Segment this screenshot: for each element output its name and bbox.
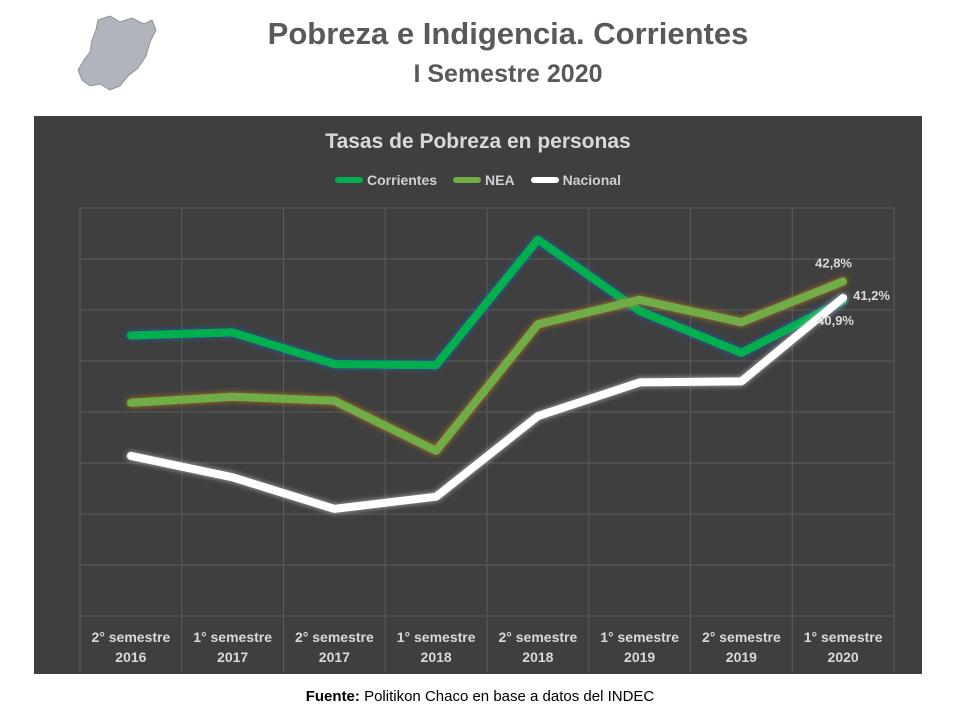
corrientes-map-icon bbox=[77, 15, 157, 91]
legend-label-nea: NEA bbox=[485, 172, 515, 188]
legend-label-nacional: Nacional bbox=[562, 172, 621, 188]
series-line-nacional bbox=[126, 293, 848, 513]
x-tick-label: 2° semestre bbox=[295, 629, 374, 645]
legend-item-nea: NEA bbox=[453, 172, 515, 188]
data-point-nacional bbox=[232, 476, 234, 478]
data-point-corrientes bbox=[740, 352, 742, 354]
data-point-nea bbox=[333, 400, 335, 402]
x-tick-label: 1° semestre bbox=[397, 629, 476, 645]
data-point-nacional bbox=[537, 415, 539, 417]
data-point-nea bbox=[537, 323, 539, 325]
x-tick-label: 2° semestre bbox=[498, 629, 577, 645]
data-point-nea bbox=[130, 402, 132, 404]
x-tick-label: 2017 bbox=[217, 649, 248, 665]
x-tick-label: 1° semestre bbox=[600, 629, 679, 645]
x-tick-label: 2018 bbox=[421, 649, 452, 665]
x-tick-label: 2016 bbox=[115, 649, 146, 665]
legend-item-nacional: Nacional bbox=[530, 172, 621, 188]
source-note: Fuente: Politikon Chaco en base a datos … bbox=[0, 688, 960, 705]
x-tick-label: 1° semestre bbox=[193, 629, 272, 645]
data-point-nea bbox=[435, 450, 437, 452]
data-point-nea bbox=[740, 321, 742, 323]
x-tick-label: 2017 bbox=[319, 649, 350, 665]
data-point-nea bbox=[232, 396, 234, 398]
chart-title: Tasas de Pobreza en personas bbox=[325, 130, 631, 153]
data-label-nea: 42,8% bbox=[815, 255, 852, 270]
page-title: Pobreza e Indigencia. Corrientes bbox=[267, 16, 749, 51]
legend-swatch-nea bbox=[453, 177, 482, 183]
page-subtitle: I Semestre 2020 bbox=[413, 60, 603, 88]
data-label-nacional: 41,2% bbox=[853, 288, 890, 303]
x-tick-label: 2018 bbox=[522, 649, 553, 665]
data-point-corrientes bbox=[435, 364, 437, 366]
legend-label-corrientes: Corrientes bbox=[367, 172, 438, 188]
data-point-corrientes bbox=[537, 239, 539, 241]
data-point-corrientes bbox=[232, 331, 234, 333]
data-point-nea bbox=[842, 280, 844, 282]
data-point-corrientes bbox=[639, 310, 641, 312]
source-text: Politikon Chaco en base a datos del INDE… bbox=[359, 688, 655, 705]
x-tick-label: 1° semestre bbox=[804, 629, 883, 645]
x-tick-label: 2019 bbox=[624, 649, 655, 665]
gridlines bbox=[79, 207, 895, 672]
chart-legend: Corrientes NEA Nacional bbox=[34, 172, 922, 188]
legend-item-corrientes: Corrientes bbox=[335, 172, 437, 188]
data-label-corrientes: 40,9% bbox=[817, 313, 854, 328]
data-point-nacional bbox=[639, 381, 641, 383]
data-point-nacional bbox=[333, 508, 335, 510]
line-chart: 42,8% 41,2% 40,9% 2° semestre 2016 1° semestr… bbox=[79, 207, 895, 672]
data-point-nea bbox=[639, 299, 641, 301]
x-tick-label: 2019 bbox=[726, 649, 757, 665]
data-point-nacional bbox=[842, 297, 844, 299]
legend-swatch-corrientes bbox=[335, 177, 364, 183]
data-point-nacional bbox=[435, 496, 437, 498]
x-tick-label: 2° semestre bbox=[91, 629, 170, 645]
series-line-nea bbox=[126, 277, 848, 455]
chart-panel: Tasas de Pobreza en personas Corrientes N… bbox=[34, 116, 922, 674]
data-point-corrientes bbox=[130, 335, 132, 336]
data-point-corrientes bbox=[333, 363, 335, 365]
source-label: Fuente: bbox=[305, 688, 360, 705]
series-line-corrientes bbox=[126, 235, 848, 370]
data-point-nacional bbox=[130, 455, 132, 457]
x-tick-label: 2° semestre bbox=[702, 629, 781, 645]
legend-swatch-nacional bbox=[530, 177, 559, 183]
x-tick-label: 2020 bbox=[828, 649, 859, 665]
data-point-nacional bbox=[740, 380, 742, 382]
